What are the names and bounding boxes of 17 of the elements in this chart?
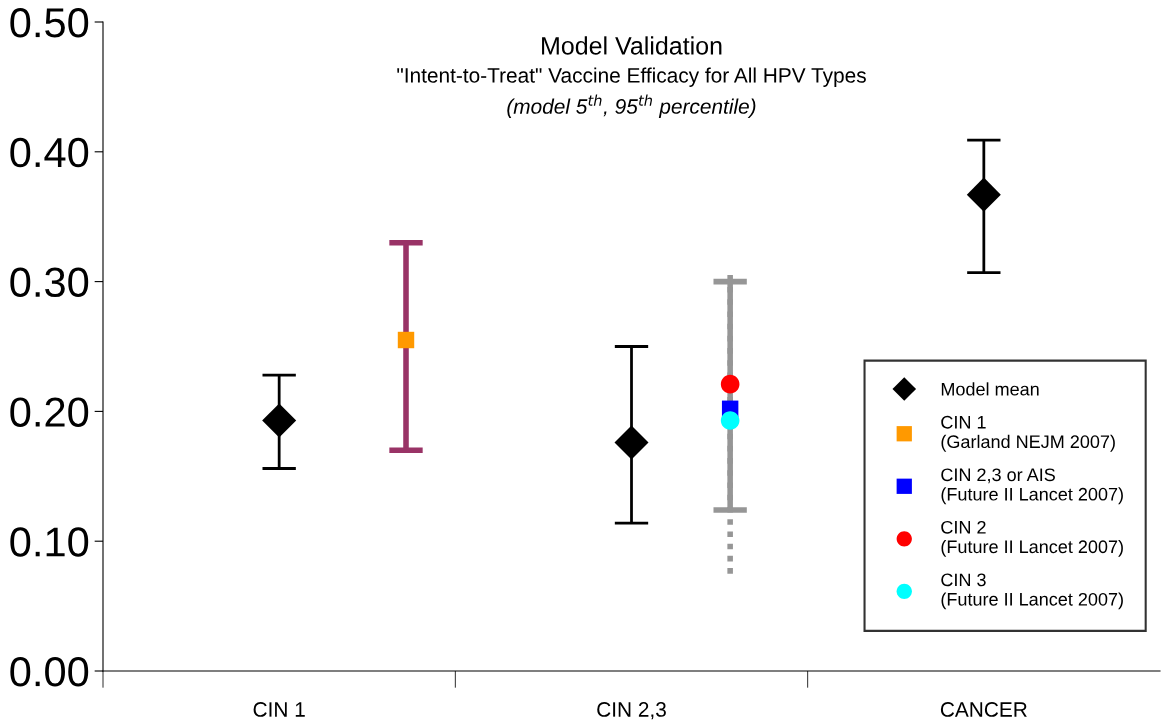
- y-tick-label: 0.00: [10, 657, 89, 687]
- y-tick-label: 0.40: [10, 137, 89, 168]
- text: "Intent-to-Treat" Vaccine Efficacy for All HPV Types: [397, 67, 866, 87]
- y-tick-label: 0.50: [10, 8, 89, 38]
- y-tick-label: 0.30: [10, 267, 89, 298]
- x-tick-label: CIN 1: [253, 702, 305, 717]
- legend-label: CIN 1 (Garland NEJM 2007): [941, 415, 1115, 452]
- legend-label: CIN 2 (Future II Lancet 2007): [941, 520, 1123, 557]
- y-tick-label: 0.20: [10, 397, 89, 427]
- annotation: (model 5$^{th}$, 95$^{th}$ percentile): [507, 94, 756, 118]
- x-tick-label: CANCER: [940, 702, 1027, 717]
- legend-label: Model mean: [941, 382, 1039, 396]
- x-tick-label: CIN 2,3: [597, 702, 666, 720]
- chart-title: Model Validation: [542, 36, 722, 55]
- y-tick-label: 0.10: [10, 527, 89, 557]
- legend-label: CIN 3 (Future II Lancet 2007): [941, 573, 1123, 610]
- legend-label: CIN 2,3 or AIS (Future II Lancet 2007): [941, 468, 1123, 505]
